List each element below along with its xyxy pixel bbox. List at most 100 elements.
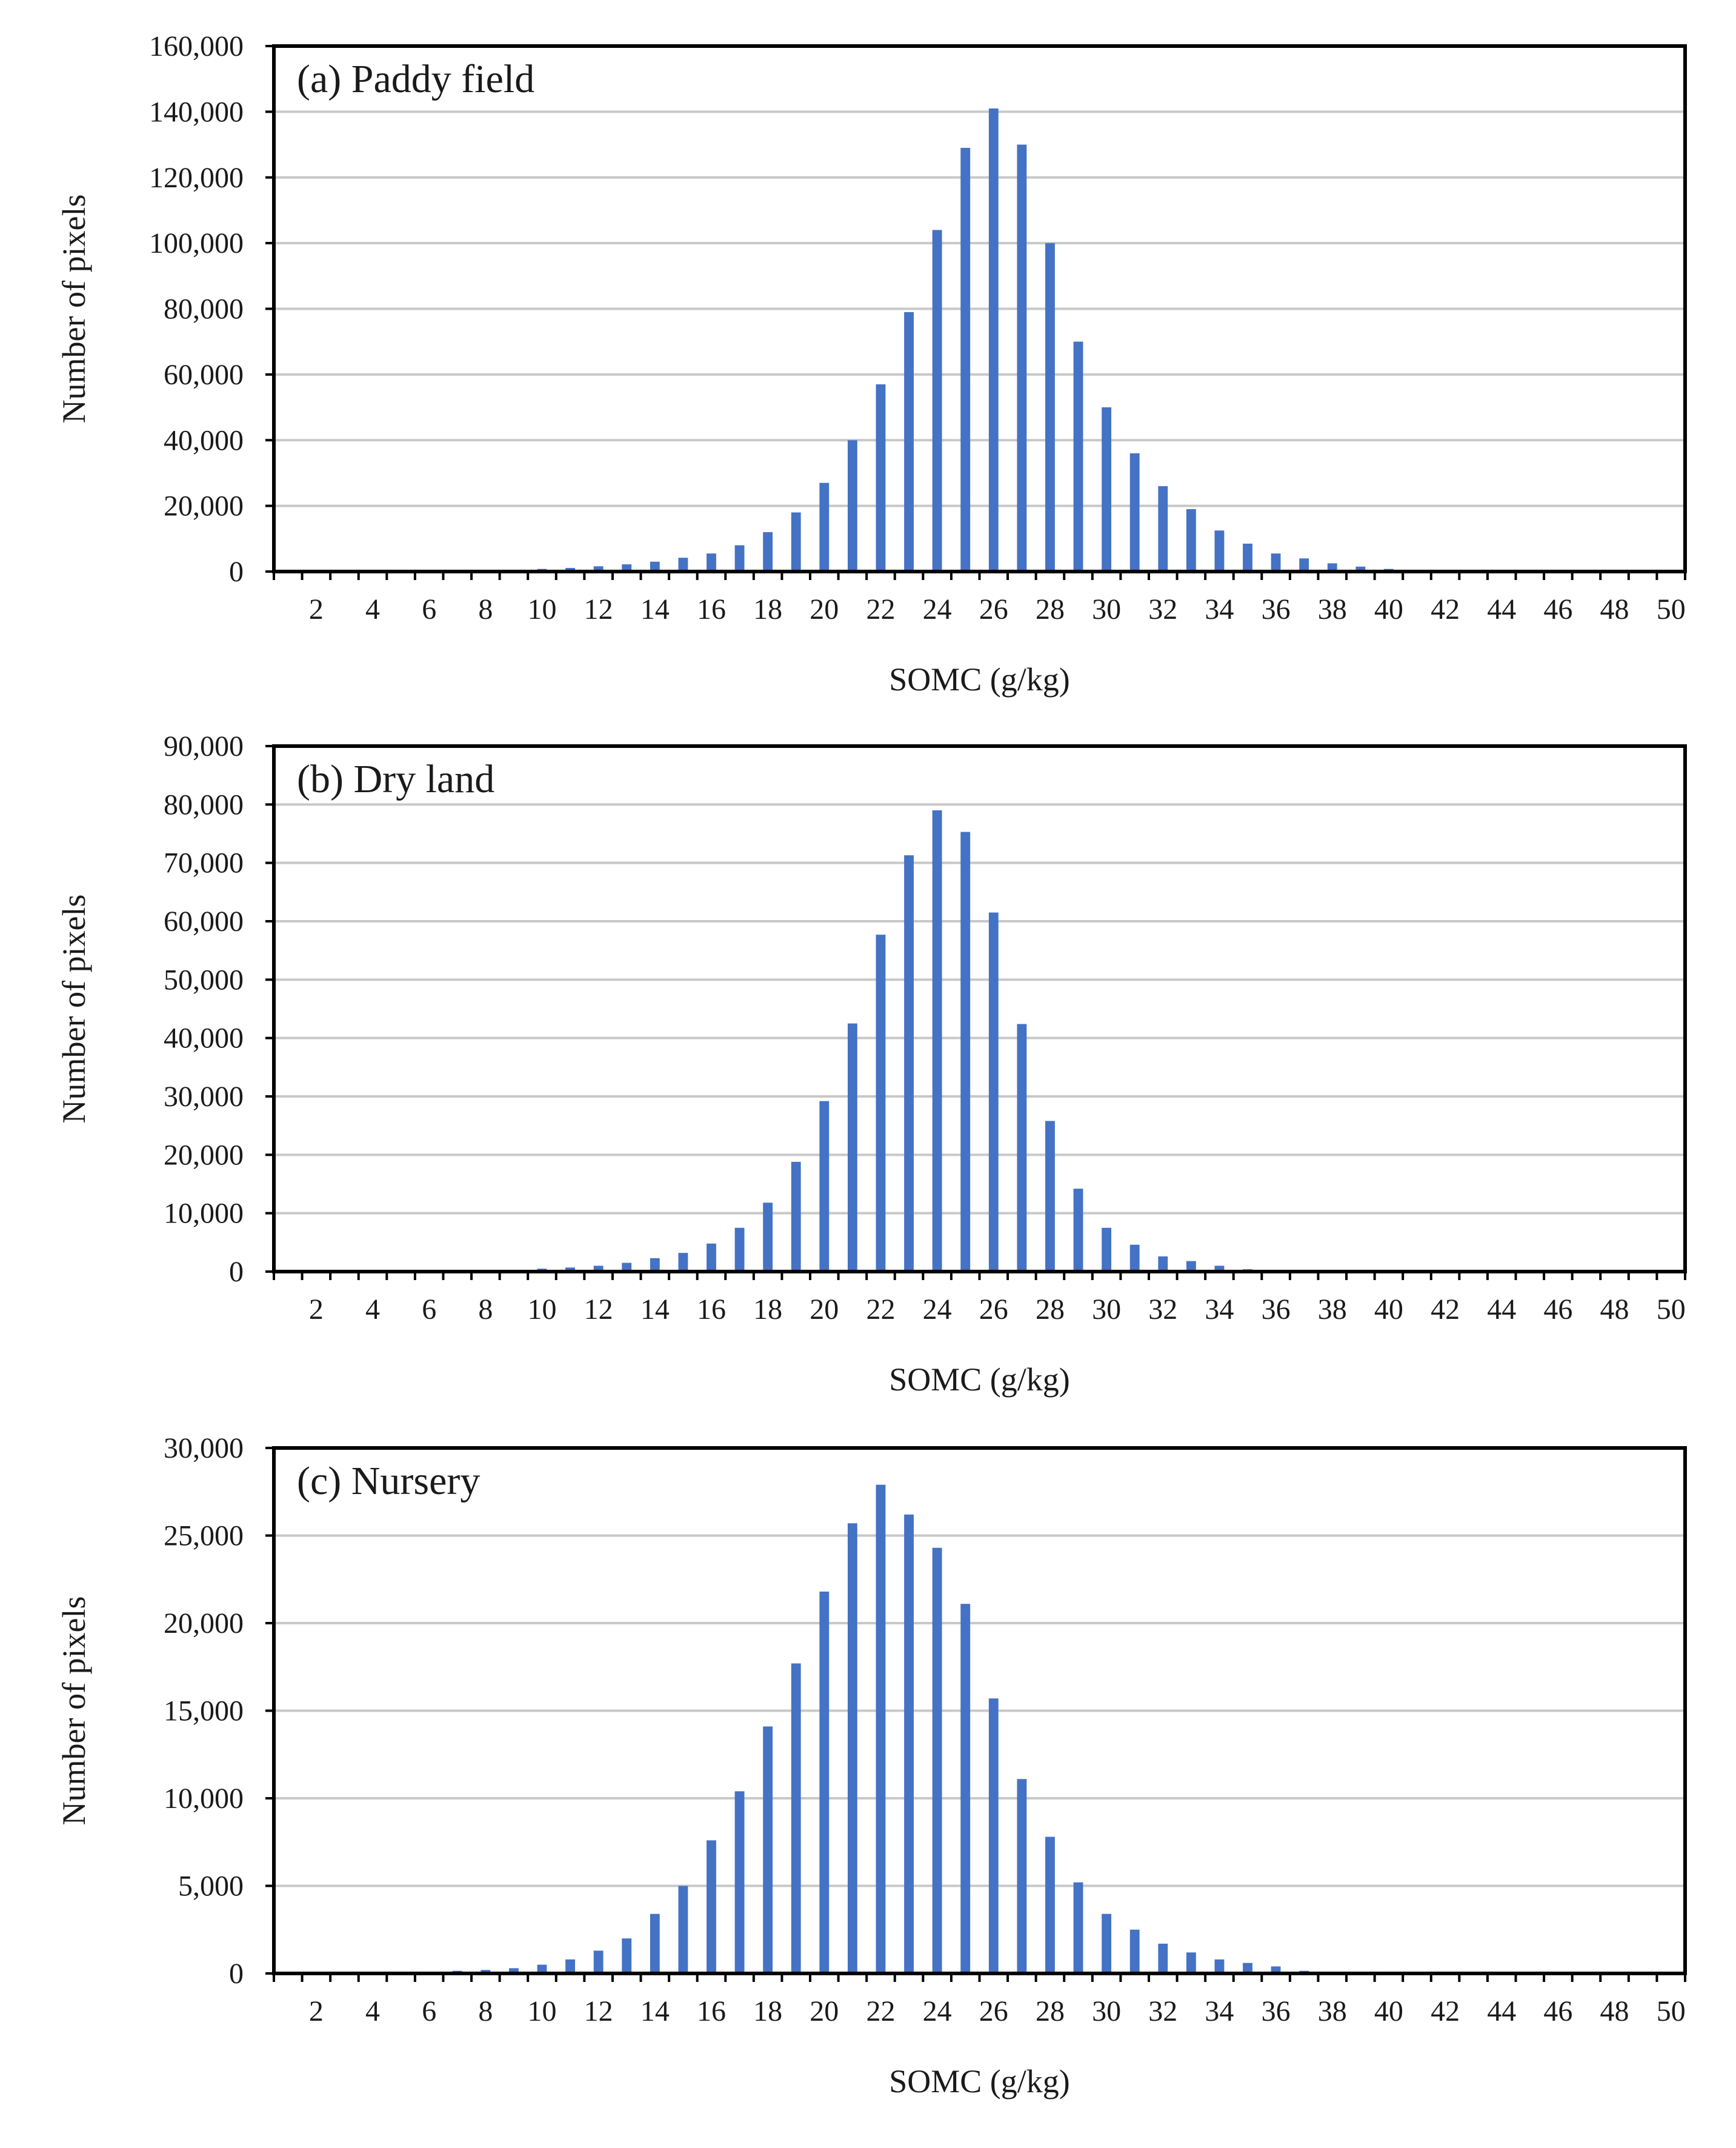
x-tick-label: 10 (528, 593, 557, 625)
x-tick-label: 22 (866, 1293, 895, 1326)
bar-nursery-25 (960, 1604, 971, 1973)
y-tick-label: 40,000 (164, 424, 244, 456)
x-tick-label: 42 (1431, 1995, 1460, 2027)
y-tick-labels-paddy: 0 20,000 40,000 60,000 80,000 100,000 120,000 1… (149, 30, 244, 588)
x-tick-label: 46 (1543, 1293, 1572, 1326)
x-tick-label: 32 (1148, 1293, 1177, 1326)
x-tick-label: 34 (1205, 1995, 1234, 2027)
bar-nursery-21 (847, 1523, 857, 1973)
bar-paddy-30 (1102, 407, 1112, 572)
x-tick-label: 20 (810, 1293, 839, 1326)
bar-paddy-38 (1327, 563, 1337, 572)
bar-paddy-37 (1299, 558, 1309, 572)
y-tick-label: 80,000 (164, 293, 244, 325)
bar-paddy-15 (678, 558, 688, 572)
x-tick-label: 8 (478, 1293, 493, 1326)
bar-paddy-32 (1158, 486, 1168, 572)
x-tick-label: 16 (697, 1995, 726, 2027)
x-tick-label: 6 (422, 593, 436, 625)
gridlines-paddy (274, 45, 1685, 507)
bar-dry-26 (988, 912, 999, 1272)
bar-dry-14 (650, 1258, 660, 1272)
x-tick-label: 8 (478, 1995, 493, 2027)
bar-nursery-14 (650, 1913, 660, 1973)
x-tick-label: 6 (422, 1995, 436, 2027)
y-tick-label: 30,000 (164, 1081, 244, 1113)
bar-dry-32 (1158, 1256, 1168, 1272)
bar-dry-29 (1073, 1189, 1083, 1272)
y-tick-label: 10,000 (164, 1783, 244, 1815)
x-tick-label: 10 (528, 1293, 557, 1326)
x-tick-label: 26 (979, 1293, 1008, 1326)
x-tick-label: 26 (979, 593, 1008, 625)
bar-nursery-19 (791, 1663, 801, 1973)
bar-dry-15 (678, 1253, 688, 1272)
x-tick-label: 12 (584, 1995, 613, 2027)
y-tick-label: 120,000 (149, 162, 244, 194)
bar-nursery-16 (707, 1840, 716, 1973)
y-tick-labels-dry: 0 10,000 20,000 30,000 40,000 50,000 60,000 70,… (164, 730, 244, 1288)
bar-dry-12 (593, 1266, 604, 1272)
x-tick-label: 18 (753, 593, 782, 625)
bar-dry-34 (1214, 1266, 1225, 1272)
bar-dry-30 (1102, 1227, 1112, 1272)
bar-paddy-16 (707, 553, 716, 572)
y-tick-label: 5,000 (178, 1870, 244, 1903)
x-tick-label: 24 (923, 1995, 952, 2027)
bar-nursery-11 (565, 1959, 576, 1973)
x-axis-title-nursery: SOMC (g/kg) (889, 2063, 1070, 2100)
x-tick-label: 40 (1374, 1293, 1403, 1326)
plot-frame-paddy (272, 44, 1687, 573)
x-tick-label: 50 (1657, 1293, 1686, 1326)
bar-nursery-36 (1271, 1966, 1281, 1973)
plot-frame-dry (272, 744, 1687, 1273)
bar-dry-20 (819, 1101, 830, 1272)
x-tick-label: 18 (753, 1293, 782, 1326)
x-tick-label: 10 (528, 1995, 557, 2027)
bar-paddy-35 (1243, 543, 1252, 572)
y-tick-labels-nursery: 0 5,000 10,000 15,000 20,000 25,000 30,000 (164, 1432, 244, 1990)
bar-paddy-14 (650, 561, 660, 572)
x-tick-label: 34 (1205, 593, 1234, 625)
bar-paddy-28 (1045, 243, 1055, 572)
ticks-paddy (265, 45, 1686, 580)
x-tick-label: 30 (1092, 1293, 1121, 1326)
x-tick-label: 12 (584, 593, 613, 625)
y-axis-title-dry: Number of pixels (56, 895, 92, 1124)
bar-dry-11 (565, 1267, 576, 1272)
bar-nursery-24 (932, 1547, 942, 1973)
bar-nursery-22 (876, 1484, 886, 1973)
x-tick-label: 50 (1657, 1995, 1686, 2027)
x-tick-label: 4 (365, 1995, 380, 2027)
bar-dry-17 (734, 1227, 745, 1272)
x-tick-label: 36 (1262, 1995, 1291, 2027)
bar-paddy-18 (763, 532, 773, 572)
bar-paddy-36 (1271, 553, 1281, 572)
x-axis-title-dry: SOMC (g/kg) (889, 1361, 1070, 1398)
x-tick-label: 6 (422, 1293, 436, 1326)
bar-paddy-17 (734, 545, 745, 572)
bar-nursery-10 (537, 1964, 547, 1973)
bar-nursery-33 (1186, 1952, 1196, 1973)
bar-nursery-12 (593, 1950, 604, 1973)
bar-dry-16 (707, 1243, 716, 1272)
x-tick-label: 32 (1148, 1995, 1177, 2027)
x-tick-label: 48 (1600, 1293, 1629, 1326)
bar-nursery-18 (763, 1726, 773, 1973)
bar-nursery-23 (904, 1514, 914, 1973)
bars-paddy (452, 108, 1478, 572)
x-tick-label: 40 (1374, 593, 1403, 625)
bar-dry-33 (1186, 1261, 1196, 1272)
x-tick-label: 12 (584, 1293, 613, 1326)
x-tick-label: 28 (1036, 1293, 1065, 1326)
x-tick-label: 46 (1543, 593, 1572, 625)
y-tick-label: 160,000 (149, 30, 244, 62)
bar-nursery-27 (1017, 1779, 1027, 1973)
bars-nursery (424, 1484, 1337, 1973)
x-tick-labels-dry: 2 4 6 8 10 12 14 16 18 20 22 24 26 28 30 32 34 36 38 40 42 44… (309, 1293, 1686, 1326)
x-tick-labels-nursery: 2 4 6 8 10 12 14 16 18 20 22 24 26 28 30 32 34 36 38 40 42 44… (309, 1995, 1686, 2027)
bar-dry-18 (763, 1202, 773, 1272)
bar-paddy-13 (622, 564, 632, 572)
x-tick-label: 22 (866, 593, 895, 625)
